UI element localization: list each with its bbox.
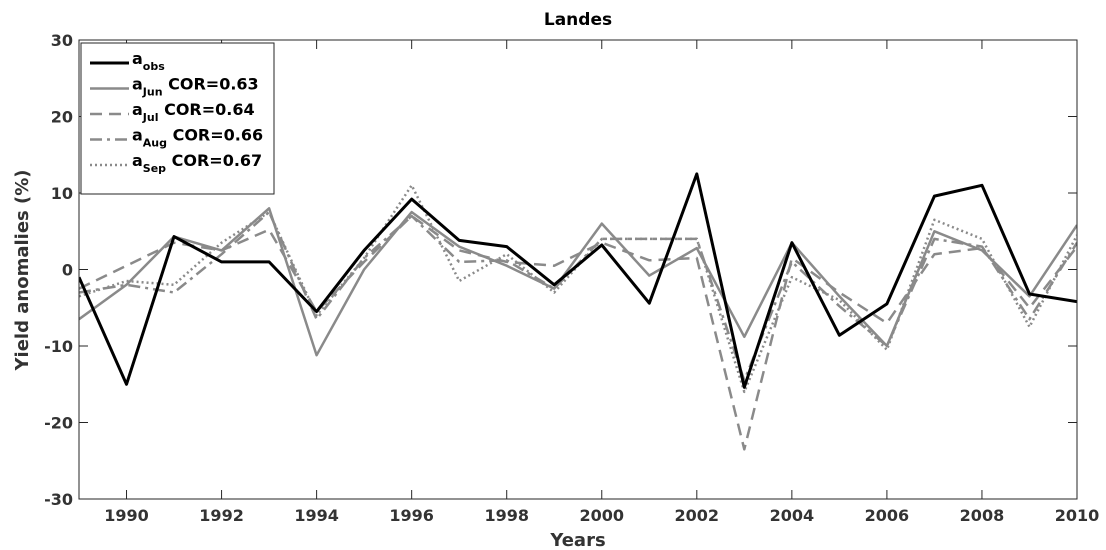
legend-label: aobs [132, 49, 165, 73]
legend-item-jul: aJul COR=0.64 [90, 100, 255, 124]
legend-label: aSep COR=0.67 [132, 151, 262, 175]
series-line-jul [79, 214, 1077, 451]
series-line-jun [79, 207, 1077, 357]
x-tick-label: 1994 [294, 506, 339, 525]
y-tick-label: -10 [44, 337, 73, 356]
series-line-aug [79, 210, 1077, 382]
x-tick-label: 1996 [389, 506, 434, 525]
series-line-sep [79, 184, 1077, 394]
y-tick-label: 20 [51, 108, 73, 127]
y-tick-label: -20 [44, 414, 73, 433]
legend-item-jun: aJun COR=0.63 [90, 75, 259, 99]
y-tick-label: 30 [51, 31, 73, 50]
legend-box [80, 42, 275, 195]
axis-ticks: 1990 1992 1994 1996 1998 2000 2002 2004 2006 2008… [44, 31, 1099, 525]
legend-item-sep: aSep COR=0.67 [90, 151, 262, 175]
series-line-obs [79, 172, 1077, 389]
chart-title: Landes [544, 10, 612, 30]
y-tick-label: 10 [51, 184, 73, 203]
x-axis-title: Years [549, 530, 605, 550]
x-tick-label: 2010 [1055, 506, 1100, 525]
y-tick-label: -30 [44, 490, 73, 509]
legend-label: aJun COR=0.63 [132, 75, 259, 99]
x-tick-label: 2006 [865, 506, 910, 525]
legend-item-aug: aAug COR=0.66 [90, 126, 263, 150]
x-tick-label: 2004 [770, 506, 815, 525]
y-tick-label: 0 [62, 261, 73, 280]
x-tick-label: 1998 [484, 506, 529, 525]
legend-label: aAug COR=0.66 [132, 126, 263, 150]
legend-label: aJul COR=0.64 [132, 100, 255, 124]
series-layer [79, 172, 1077, 451]
x-tick-label: 1990 [104, 506, 149, 525]
x-tick-label: 2000 [579, 506, 624, 525]
x-tick-label: 2002 [675, 506, 720, 525]
x-tick-label: 2008 [960, 506, 1005, 525]
x-tick-label: 1992 [199, 506, 244, 525]
legend-item-obs: aobs [90, 49, 165, 73]
y-axis-title: Yield anomalies (%) [12, 170, 33, 372]
